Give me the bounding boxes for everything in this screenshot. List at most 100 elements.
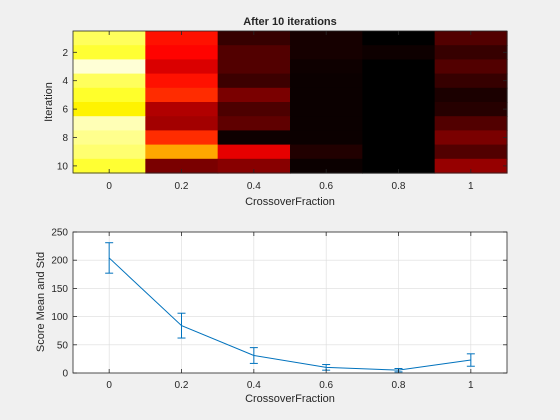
heatmap-cell (73, 45, 146, 60)
heatmap-x-tick-label: 0.6 (319, 181, 333, 192)
y-tick-label: 150 (51, 284, 68, 295)
heatmap-cell (73, 73, 146, 89)
heatmap-cell (290, 158, 363, 174)
x-tick-label: 1 (468, 380, 474, 391)
heatmap-cell (145, 130, 219, 146)
heatmap-cell (73, 102, 146, 117)
heatmap-cell (290, 87, 363, 103)
x-tick-label: 0.4 (247, 380, 261, 391)
heatmap-cell (73, 87, 146, 103)
line-chart-x-ticks: 0 0.2 0.4 0.6 0.8 1 (106, 232, 474, 391)
heatmap-cell (145, 45, 219, 60)
line-chart-y-ticks: 0 50 100 150 200 250 (51, 228, 507, 380)
heatmap-cell (290, 45, 363, 60)
heatmap-x-tick-label: 0 (106, 181, 112, 192)
heatmap-cell (290, 130, 363, 146)
heatmap-panel: 0 0.2 0.4 0.6 0.8 1 2 4 6 8 10 After 10 iteration… (43, 16, 508, 208)
heatmap-cell (145, 87, 219, 103)
heatmap-y-tick-label: 2 (62, 48, 68, 59)
heatmap-cell (434, 116, 508, 131)
heatmap-cell (362, 116, 436, 131)
heatmap-cell (217, 144, 291, 160)
heatmap-cell (434, 73, 508, 89)
heatmap-cell (362, 59, 436, 75)
heatmap-cell (217, 116, 291, 131)
heatmap-y-tick-label: 4 (62, 76, 68, 87)
heatmap-y-label: Iteration (43, 82, 55, 122)
x-tick-label: 0.6 (319, 380, 333, 391)
heatmap-cell (434, 87, 508, 103)
heatmap-cell (362, 87, 436, 103)
x-tick-label: 0.2 (175, 380, 189, 391)
y-tick-label: 0 (62, 369, 68, 380)
line-chart-panel: 0 0.2 0.4 0.6 0.8 1 0 50 100 150 200 250 Crossover… (35, 228, 508, 405)
heatmap-cell (290, 59, 363, 75)
y-tick-label: 200 (51, 256, 68, 267)
heatmap-y-ticks: 2 4 6 8 10 (57, 48, 507, 172)
heatmap-cell (434, 144, 508, 160)
heatmap-cell (145, 59, 219, 75)
heatmap-axes-box (72, 30, 508, 174)
line-chart-plot-area (73, 232, 507, 373)
heatmap-cell (434, 130, 508, 146)
heatmap-cell (73, 59, 146, 75)
heatmap-cell (217, 130, 291, 146)
heatmap-cell (434, 45, 508, 60)
heatmap-x-tick-label: 0.2 (175, 181, 189, 192)
heatmap-cell (434, 102, 508, 117)
heatmap-cell (73, 158, 146, 174)
heatmap-x-ticks: 0 0.2 0.4 0.6 0.8 1 (106, 31, 474, 192)
heatmap-x-tick-label: 0.8 (392, 181, 406, 192)
mean-line (108, 257, 471, 371)
heatmap-cell (73, 116, 146, 131)
line-chart-axes-box (72, 231, 508, 374)
heatmap-cell (73, 144, 146, 160)
heatmap-cell (290, 31, 363, 46)
heatmap-cell (73, 130, 146, 146)
heatmap-y-tick-label: 6 (62, 105, 68, 116)
heatmap-cell (73, 31, 146, 46)
line-chart-y-label: Score Mean and Std (35, 252, 47, 352)
heatmap-x-tick-label: 1 (468, 181, 474, 192)
heatmap-y-tick-label: 10 (57, 161, 69, 172)
heatmap-cell (217, 102, 291, 117)
heatmap-cell (217, 158, 291, 174)
heatmap-cell (434, 31, 508, 46)
heatmap-cell (145, 73, 219, 89)
heatmap-cells (73, 31, 508, 174)
heatmap-cell (434, 59, 508, 75)
heatmap-x-label: CrossoverFraction (245, 196, 335, 208)
heatmap-cell (362, 73, 436, 89)
x-tick-label: 0 (106, 380, 112, 391)
x-tick-label: 0.8 (392, 380, 406, 391)
heatmap-y-tick-label: 8 (62, 133, 68, 144)
heatmap-cell (362, 31, 436, 46)
heatmap-cell (145, 158, 219, 174)
heatmap-cell (145, 144, 219, 160)
y-tick-label: 100 (51, 312, 68, 323)
heatmap-cell (362, 102, 436, 117)
heatmap-cell (145, 31, 219, 46)
heatmap-cell (217, 45, 291, 60)
heatmap-cell (217, 87, 291, 103)
heatmap-cell (362, 158, 436, 174)
heatmap-cell (290, 73, 363, 89)
heatmap-cell (145, 116, 219, 131)
heatmap-title: After 10 iterations (243, 16, 337, 28)
heatmap-cell (290, 102, 363, 117)
line-chart-x-label: CrossoverFraction (245, 393, 335, 405)
heatmap-cell (290, 144, 363, 160)
heatmap-cell (217, 73, 291, 89)
heatmap-cell (362, 130, 436, 146)
heatmap-cell (217, 31, 291, 46)
heatmap-cell (434, 158, 508, 174)
heatmap-cell (217, 59, 291, 75)
heatmap-cell (145, 102, 219, 117)
y-tick-label: 250 (51, 228, 68, 239)
heatmap-cell (362, 144, 436, 160)
y-tick-label: 50 (57, 340, 69, 351)
heatmap-cell (362, 45, 436, 60)
heatmap-x-tick-label: 0.4 (247, 181, 261, 192)
heatmap-cell (290, 116, 363, 131)
